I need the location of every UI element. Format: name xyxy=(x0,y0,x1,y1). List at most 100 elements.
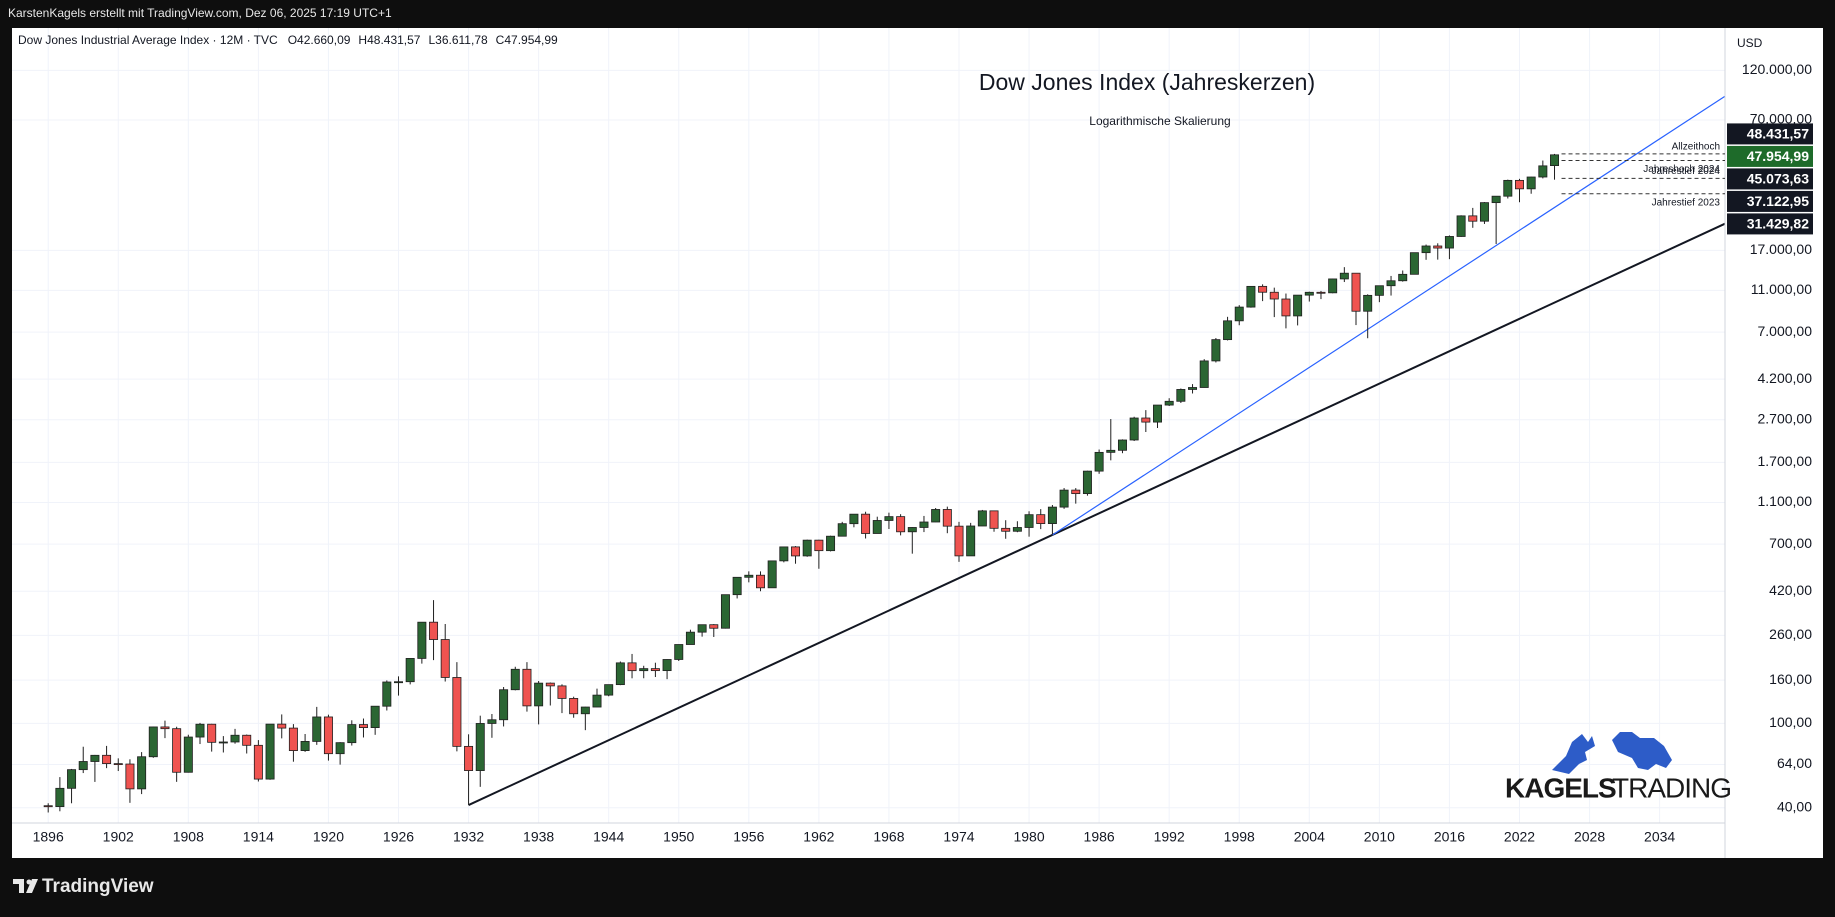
price-label: 47.954,99 xyxy=(1747,148,1809,164)
candle-body xyxy=(137,756,147,790)
candle-body xyxy=(1281,298,1291,317)
candle-body xyxy=(218,741,228,744)
x-tick-label: 1938 xyxy=(523,829,554,845)
candle-body xyxy=(510,668,520,691)
candle-body xyxy=(662,659,672,672)
candle-body xyxy=(884,516,894,521)
y-tick-label: 17.000,00 xyxy=(1750,241,1812,257)
candle-body xyxy=(1328,278,1338,294)
candle-body xyxy=(1269,291,1279,300)
candle-body xyxy=(230,734,240,743)
legend-value: 47.954,99 xyxy=(504,33,558,47)
y-tick-label: 1.100,00 xyxy=(1758,493,1813,509)
candles xyxy=(43,95,1726,813)
x-tick-label: 2022 xyxy=(1504,829,1535,845)
x-tick-label: 1962 xyxy=(803,829,834,845)
candle-body xyxy=(1153,404,1162,423)
price-label: 45.073,63 xyxy=(1747,171,1809,187)
candle-body xyxy=(1514,179,1524,190)
symbol-name: Dow Jones Industrial Average Index · 12M… xyxy=(18,33,278,47)
candle-body xyxy=(1538,165,1548,178)
x-tick-label: 1968 xyxy=(873,829,904,845)
candle-body xyxy=(1374,285,1384,296)
x-tick-label: 1986 xyxy=(1084,829,1115,845)
candle-body xyxy=(569,698,579,715)
candle-body xyxy=(1036,514,1046,524)
candle-body xyxy=(43,805,53,808)
candle-body xyxy=(335,742,345,755)
candle-body xyxy=(265,723,275,780)
y-tick-label: 2.700,00 xyxy=(1758,411,1813,427)
candle-body xyxy=(55,787,65,808)
price-label: 48.431,57 xyxy=(1747,126,1809,142)
x-tick-label: 1932 xyxy=(453,829,484,845)
candle-body xyxy=(1316,291,1326,294)
level-note: Jahrestief 2023 xyxy=(1652,197,1721,208)
x-tick-label: 1902 xyxy=(103,829,134,845)
candle-body xyxy=(756,574,765,589)
candle-body xyxy=(277,723,287,729)
candle-body xyxy=(288,727,298,752)
x-tick-label: 1914 xyxy=(243,829,274,845)
brand-name: TradingView xyxy=(42,876,154,897)
price-label-box xyxy=(1727,145,1813,167)
x-tick-label: 2028 xyxy=(1574,829,1605,845)
candle-body xyxy=(1106,449,1116,453)
candle-body xyxy=(872,520,882,534)
trendline xyxy=(468,222,1726,806)
candle-body xyxy=(429,621,439,640)
footer-brand: TradingView xyxy=(13,876,154,897)
candle-body xyxy=(1012,527,1022,532)
y-tick-label: 100,00 xyxy=(1769,714,1812,730)
candle-body xyxy=(604,684,614,696)
candle-body xyxy=(1456,215,1466,237)
candle-body xyxy=(837,523,847,537)
price-label-box xyxy=(1727,168,1813,190)
candle-body xyxy=(113,763,123,766)
candle-body xyxy=(1024,514,1034,528)
candle-body xyxy=(195,723,205,738)
candle-body xyxy=(1526,176,1536,190)
watermark-logo: KAGELS TRADING xyxy=(1505,732,1732,803)
candle-body xyxy=(1363,294,1373,312)
y-tick-label: 420,00 xyxy=(1769,582,1812,598)
price-label-box xyxy=(1727,213,1813,235)
y-tick-label: 120.000,00 xyxy=(1742,61,1812,77)
trendline xyxy=(1052,95,1726,536)
candle-body xyxy=(1094,451,1104,472)
candle-body xyxy=(1117,439,1127,451)
candle-body xyxy=(627,662,637,672)
x-tick-label: 2034 xyxy=(1644,829,1675,845)
candle-body xyxy=(580,706,590,715)
candle-body xyxy=(312,716,322,742)
grid xyxy=(12,28,1725,823)
candle-body xyxy=(405,658,415,683)
unit-label: USD xyxy=(1737,36,1763,50)
candle-body xyxy=(942,509,952,527)
price-label: 37.122,95 xyxy=(1747,193,1809,209)
candle-body xyxy=(1351,272,1361,312)
candle-body xyxy=(1433,245,1443,249)
candle-body xyxy=(977,510,987,527)
legend-key: H xyxy=(358,33,367,47)
candle-body xyxy=(861,513,871,534)
candle-body xyxy=(1444,236,1454,249)
candle-body xyxy=(1223,320,1233,341)
x-tick-label: 1980 xyxy=(1013,829,1044,845)
x-tick-label: 2016 xyxy=(1434,829,1465,845)
level-note: Jahreshoch 2024 xyxy=(1643,164,1720,175)
bull-icon xyxy=(1552,734,1595,774)
candle-body xyxy=(826,535,836,552)
candle-body xyxy=(464,745,474,771)
legend-value: 48.431,57 xyxy=(367,33,421,47)
candle-body xyxy=(78,761,88,771)
y-tick-label: 160,00 xyxy=(1769,671,1812,687)
y-tick-label: 4.200,00 xyxy=(1758,370,1813,386)
candle-body xyxy=(896,516,906,533)
chart-title: Dow Jones Index (Jahreskerzen) xyxy=(979,69,1315,95)
candle-body xyxy=(323,716,333,755)
x-tick-label: 2010 xyxy=(1364,829,1395,845)
candle-body xyxy=(1176,389,1186,402)
logo-light: TRADING xyxy=(1612,772,1731,803)
